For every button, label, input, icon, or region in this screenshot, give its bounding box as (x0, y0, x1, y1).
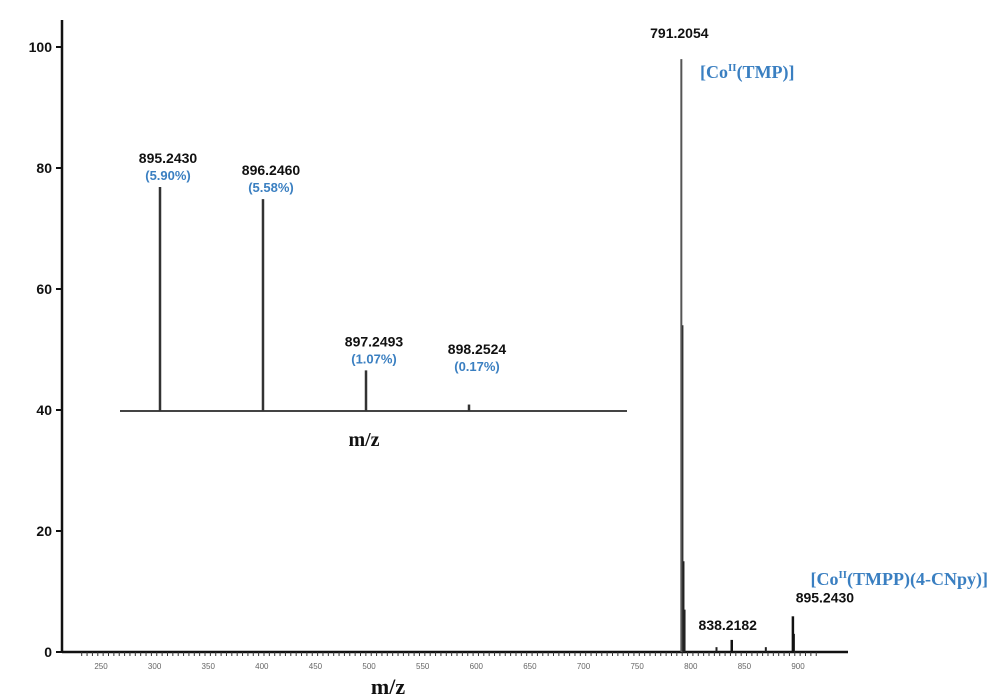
inset-percent-label: (5.58%) (248, 180, 294, 195)
species-superscript: II (838, 569, 847, 581)
peak-label: 895.2430 (796, 589, 855, 605)
x-tick-label: 400 (255, 662, 269, 671)
x-tick-label: 550 (416, 662, 430, 671)
main-axes: 0 20 40 60 80 100 250 300 350 400 450 500 550 600 650 7… (29, 20, 848, 671)
species-part: (TMP)] (737, 62, 795, 83)
inset-percent-label: (5.90%) (145, 168, 191, 183)
inset-percent-label: (1.07%) (351, 351, 397, 366)
x-tick-label: 500 (362, 662, 376, 671)
y-tick-label: 80 (36, 160, 52, 176)
y-tick-label: 20 (36, 523, 52, 539)
x-tick-label: 600 (470, 662, 484, 671)
species-part: [Co (700, 62, 728, 82)
y-tick-label: 60 (36, 281, 52, 297)
inset-x-axis-title: m/z (348, 429, 379, 451)
peak-label: 791.2054 (650, 25, 709, 41)
x-tick-label: 750 (630, 662, 644, 671)
species-label: [CoII(TMP)] (700, 62, 795, 83)
x-tick-label: 450 (309, 662, 323, 671)
x-tick-label: 800 (684, 662, 698, 671)
inset-percent-label: (0.17%) (454, 359, 500, 374)
species-part: [Co (810, 569, 838, 589)
y-tick-label: 40 (36, 402, 52, 418)
inset-peak-label: 895.2430 (139, 150, 198, 166)
species-part: (TMPP)(4-CNpy)] (847, 569, 988, 590)
x-tick-label: 900 (791, 662, 805, 671)
inset-peak-label: 896.2460 (242, 162, 301, 178)
x-axis-title: m/z (371, 674, 405, 698)
species-superscript: II (728, 62, 737, 74)
main-peaks: 791.2054838.2182895.2430[CoII(TMP)][CoII… (650, 25, 988, 652)
species-label: [CoII(TMPP)(4-CNpy)] (810, 569, 988, 590)
inset-peak-label: 897.2493 (345, 333, 404, 349)
y-tick-label: 100 (29, 39, 53, 55)
x-tick-label: 850 (738, 662, 752, 671)
inset-peak-label: 898.2524 (448, 341, 507, 357)
inset-chart: 895.2430 (5.90%) 896.2460 (5.58%) 897.2493 (1… (120, 150, 627, 412)
x-tick-label: 700 (577, 662, 591, 671)
peak-label: 838.2182 (699, 617, 758, 633)
x-tick-label: 650 (523, 662, 537, 671)
x-tick-label: 350 (202, 662, 216, 671)
x-tick-label: 300 (148, 662, 162, 671)
y-tick-label: 0 (44, 644, 52, 660)
x-tick-label: 250 (94, 662, 108, 671)
